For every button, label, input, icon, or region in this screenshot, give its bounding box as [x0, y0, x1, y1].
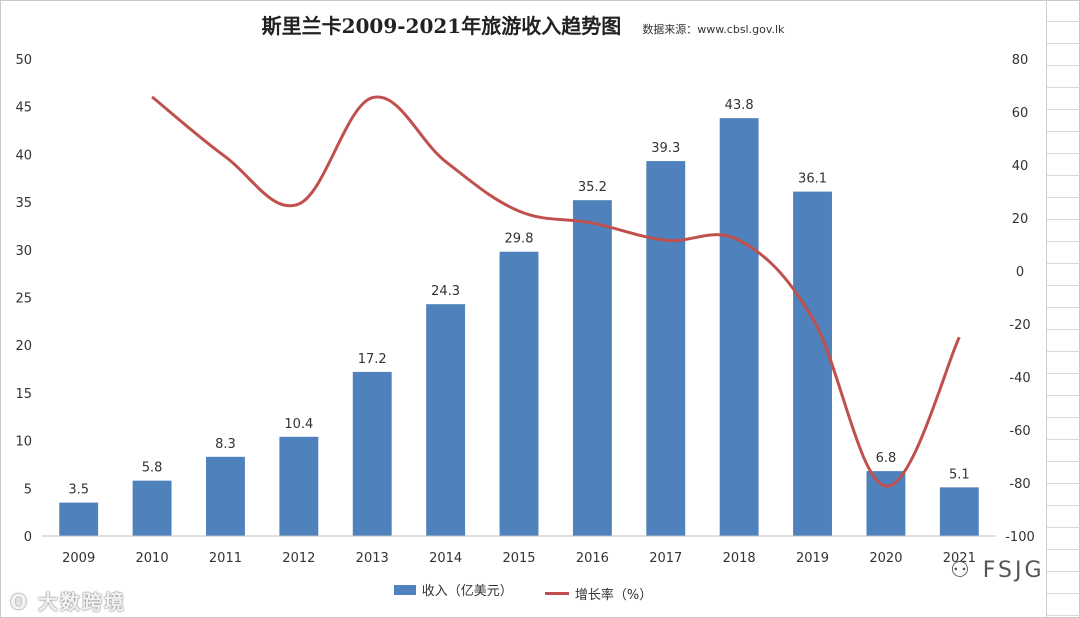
bar-data-label: 29.8: [505, 232, 534, 247]
bar-data-label: 39.3: [651, 141, 680, 156]
y-right-tick-label: -20: [1009, 318, 1030, 333]
y-right-tick-label: -80: [1009, 477, 1030, 492]
x-tick-label: 2014: [429, 551, 462, 566]
bar-revenue: [572, 200, 612, 536]
bar-data-label: 35.2: [578, 180, 607, 195]
y-right-tick-label: 60: [1012, 106, 1029, 121]
bar-revenue: [719, 118, 759, 536]
x-tick-label: 2011: [209, 551, 242, 566]
bar-data-label: 24.3: [431, 284, 460, 299]
title-row: 斯里兰卡2009-2021年旅游收入趋势图 数据来源：www.cbsl.gov.…: [0, 10, 1046, 39]
watermark-logo-left: ʘ 大数跨境: [10, 586, 126, 615]
bar-revenue: [352, 371, 392, 536]
x-tick-label: 2016: [576, 551, 609, 566]
bar-data-label: 5.8: [142, 461, 163, 476]
bar-revenue: [132, 480, 172, 536]
bar-revenue: [646, 161, 686, 536]
chart-legend: 收入（亿美元） 增长率（%）: [0, 580, 1046, 603]
x-tick-label: 2012: [282, 551, 315, 566]
line-growth-rate: [151, 95, 961, 488]
bar-revenue: [939, 487, 979, 536]
y-right-tick-label: -60: [1009, 424, 1030, 439]
bar-data-label: 17.2: [358, 352, 387, 367]
x-tick-label: 2019: [796, 551, 829, 566]
x-tick-label: 2015: [502, 551, 535, 566]
bar-data-label: 10.4: [284, 417, 313, 432]
y-right-tick-label: -100: [1005, 530, 1035, 545]
weibo-icon: ʘ: [10, 590, 30, 614]
watermark-left-text: 大数跨境: [37, 590, 126, 614]
x-tick-label: 2018: [723, 551, 756, 566]
y-left-tick-label: 10: [15, 435, 32, 450]
legend-label-growth: 增长率（%）: [574, 587, 653, 603]
y-left-tick-label: 0: [24, 530, 32, 545]
x-tick-label: 2009: [62, 551, 95, 566]
bar-data-label: 43.8: [725, 98, 754, 113]
watermark-logo-right: ⚇ FSJG: [950, 558, 1045, 583]
x-tick-label: 2020: [869, 551, 902, 566]
bar-revenue: [866, 471, 906, 536]
bar-data-label: 5.1: [949, 467, 970, 482]
legend-swatch-growth: [544, 591, 569, 595]
y-right-tick-label: -40: [1009, 371, 1030, 386]
legend-item-growth: 增长率（%）: [544, 584, 653, 603]
y-left-tick-label: 50: [15, 53, 32, 68]
x-tick-label: 2013: [356, 551, 389, 566]
x-tick-label: 2010: [136, 551, 169, 566]
y-left-tick-label: 15: [15, 387, 32, 402]
x-tick-label: 2017: [649, 551, 682, 566]
y-right-tick-label: 0: [1016, 265, 1024, 280]
y-left-tick-label: 40: [15, 148, 32, 163]
wechat-icon: ⚇: [950, 558, 973, 583]
x-tick-label: 2021: [943, 551, 976, 566]
bar-revenue: [793, 191, 832, 536]
bar-revenue: [206, 456, 245, 536]
bar-data-label: 8.3: [215, 437, 236, 452]
bar-data-label: 3.5: [68, 483, 89, 498]
bar-revenue: [499, 251, 539, 536]
y-left-tick-label: 5: [24, 482, 32, 497]
bar-revenue: [59, 502, 99, 536]
bar-revenue: [426, 304, 466, 536]
spreadsheet-grid-edge: [1046, 0, 1080, 618]
legend-swatch-revenue: [393, 584, 416, 595]
bar-revenue: [279, 436, 319, 536]
y-left-tick-label: 30: [15, 244, 32, 259]
y-left-tick-label: 35: [15, 196, 32, 211]
y-right-tick-label: 20: [1012, 212, 1029, 227]
legend-label-revenue: 收入（亿美元）: [421, 584, 513, 599]
y-left-tick-label: 20: [15, 339, 32, 354]
legend-item-revenue: 收入（亿美元）: [393, 580, 513, 599]
y-left-tick-label: 25: [15, 292, 32, 307]
bar-data-label: 36.1: [798, 172, 827, 187]
watermark-right-text: FSJG: [982, 558, 1045, 583]
chart-subtitle: 数据来源：www.cbsl.gov.lk: [642, 23, 785, 36]
bar-data-label: 6.8: [876, 451, 897, 466]
y-right-tick-label: 40: [1012, 159, 1029, 174]
chart-title: 斯里兰卡2009-2021年旅游收入趋势图: [261, 14, 622, 38]
y-left-tick-label: 45: [15, 101, 32, 116]
y-right-tick-label: 80: [1012, 53, 1029, 68]
